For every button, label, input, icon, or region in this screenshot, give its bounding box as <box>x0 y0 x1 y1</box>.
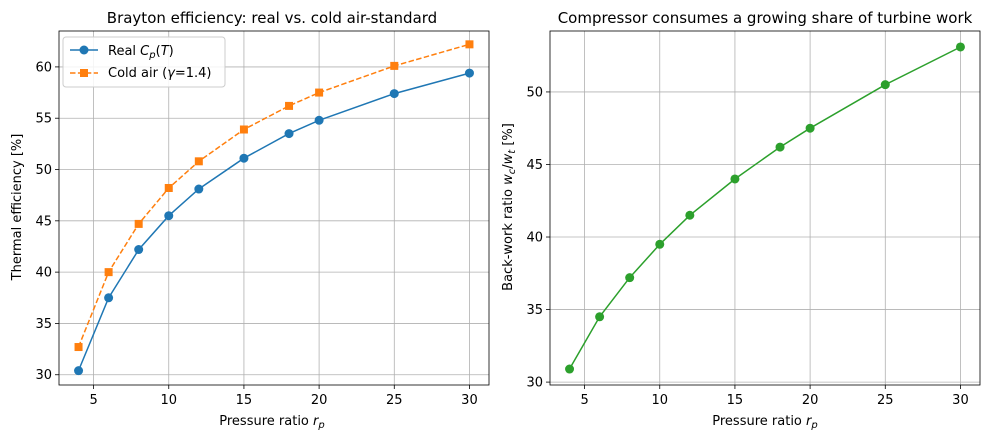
data-point <box>194 184 204 194</box>
x-tick-label: 15 <box>236 393 253 408</box>
data-point <box>955 42 965 52</box>
legend-marker-cold <box>80 69 88 77</box>
legend-label-cold: Cold air (γ=1.4) <box>108 66 212 81</box>
y-tick-label: 50 <box>526 85 543 100</box>
data-point <box>194 157 203 166</box>
y-tick-label: 40 <box>526 231 543 246</box>
chart-title: Compressor consumes a growing share of t… <box>558 9 973 27</box>
x-axis-label: Pressure ratio rp <box>712 414 817 431</box>
x-tick-label: 20 <box>802 393 819 408</box>
data-point <box>565 364 575 374</box>
y-tick-label: 60 <box>35 60 52 75</box>
data-point <box>625 273 635 283</box>
x-tick-label: 10 <box>651 393 668 408</box>
y-axis-label: Back-work ratio wc/wt [%] <box>501 123 518 291</box>
efficiency-chart: Brayton efficiency: real vs. cold air-st… <box>10 9 490 431</box>
legend: Real Cp(T) Cold air (γ=1.4) <box>62 36 226 88</box>
axes-frame <box>58 30 490 386</box>
data-point <box>685 210 695 220</box>
data-point <box>164 211 174 221</box>
data-point <box>239 125 248 134</box>
legend-marker-real <box>79 45 89 55</box>
x-tick-label: 30 <box>952 393 969 408</box>
data-point <box>74 366 84 376</box>
series-line <box>568 46 961 370</box>
data-point <box>239 153 249 163</box>
data-point <box>880 80 890 90</box>
series-line <box>77 72 470 371</box>
data-point <box>284 129 294 139</box>
legend-label-real: Real Cp(T) <box>108 44 174 61</box>
data-point <box>464 68 474 78</box>
data-point <box>315 88 324 97</box>
data-point <box>775 142 785 152</box>
chart-title: Brayton efficiency: real vs. cold air-st… <box>107 9 437 27</box>
back-work-plot-area: 5 10 15 20 25 30 30 35 40 45 50 <box>526 30 981 408</box>
x-tick-label: 5 <box>580 393 588 408</box>
y-axis-label: Thermal efficiency [%] <box>10 134 25 282</box>
y-tick-label: 35 <box>526 303 543 318</box>
back-work-chart: Compressor consumes a growing share of t… <box>501 9 981 431</box>
x-tick-label: 15 <box>727 393 744 408</box>
x-tick-label: 25 <box>386 393 403 408</box>
data-point <box>134 219 143 228</box>
data-point <box>164 183 173 192</box>
y-tick-label: 55 <box>35 112 52 127</box>
data-point <box>730 174 740 184</box>
data-point <box>805 123 815 133</box>
x-tick-label: 10 <box>160 393 177 408</box>
x-tick-label: 5 <box>89 393 97 408</box>
x-tick-label: 25 <box>877 393 894 408</box>
data-point <box>314 115 324 125</box>
y-tick-label: 35 <box>35 317 52 332</box>
data-point <box>389 89 399 99</box>
y-tick-label: 40 <box>35 266 52 281</box>
x-axis-label: Pressure ratio rp <box>219 414 324 431</box>
axes-frame <box>549 30 981 386</box>
data-point <box>285 101 294 110</box>
data-point <box>104 268 113 277</box>
y-tick-label: 45 <box>526 158 543 173</box>
y-tick-label: 50 <box>35 163 52 178</box>
y-tick-label: 30 <box>526 376 543 391</box>
y-tick-label: 30 <box>35 368 52 383</box>
data-point <box>390 61 399 70</box>
data-point <box>104 293 114 303</box>
y-tick-label: 45 <box>35 214 52 229</box>
data-point <box>134 245 144 255</box>
efficiency-plot-area: 5 10 15 20 25 30 30 35 40 45 50 55 60 <box>35 30 490 408</box>
x-tick-label: 30 <box>461 393 478 408</box>
x-tick-label: 20 <box>311 393 328 408</box>
data-point <box>465 40 474 49</box>
data-point <box>655 239 665 249</box>
legend-box <box>62 36 226 88</box>
data-point <box>595 312 605 322</box>
series-line <box>77 43 470 348</box>
data-point <box>74 343 83 352</box>
